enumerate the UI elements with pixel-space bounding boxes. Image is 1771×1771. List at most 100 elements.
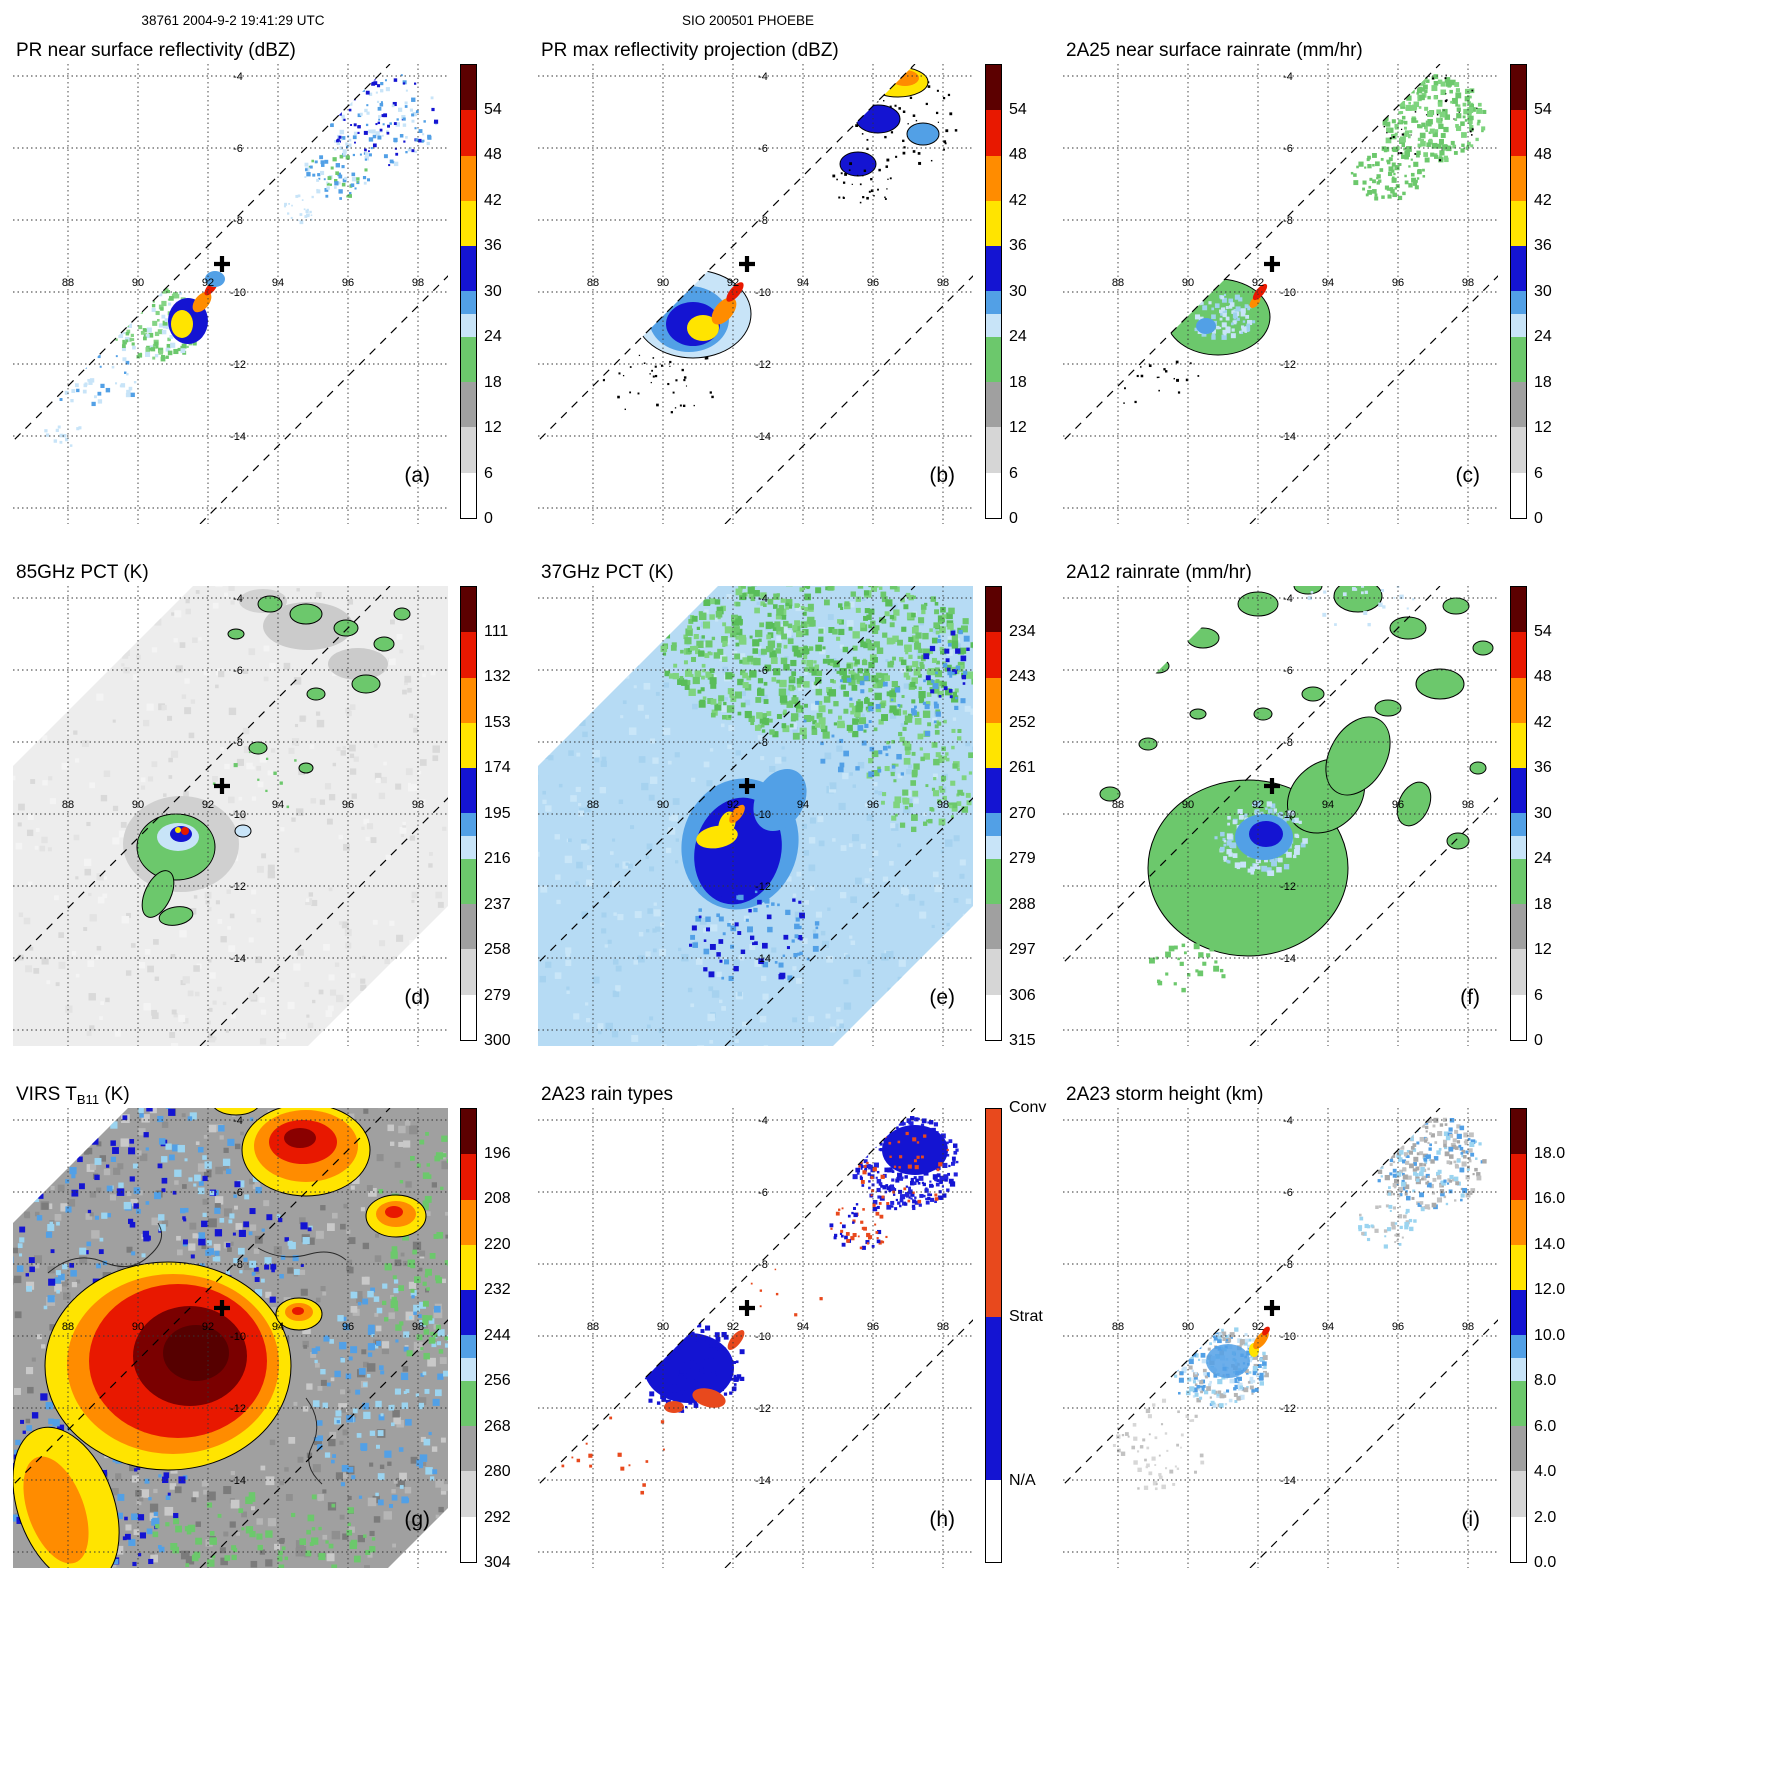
lon-label: 88 <box>62 799 74 811</box>
data-blob <box>1333 586 1383 613</box>
lat-label: -6 <box>233 143 243 155</box>
speckle-field <box>832 162 892 204</box>
colorbar-segment <box>986 200 1001 247</box>
colorbar-tick: 24 <box>1009 328 1027 345</box>
colorbar-segment <box>461 768 476 814</box>
speckle-field <box>575 282 640 354</box>
panel-a: 88 90 92 94 96 98 -4 -6 -8 -10 -12 -14 PR near surfa… <box>8 34 533 556</box>
colorbar-segment <box>461 1335 476 1359</box>
colorbar-segment <box>461 427 476 473</box>
storm-center-marker <box>739 1300 755 1316</box>
colorbar-segment <box>461 65 476 111</box>
swath-edge-line <box>13 1108 391 1486</box>
colorbar-segment <box>461 382 476 428</box>
lat-label: -8 <box>1283 215 1293 227</box>
lat-label: -8 <box>1283 737 1293 749</box>
lat-label: -4 <box>758 593 768 605</box>
lat-label: -14 <box>1280 1475 1296 1487</box>
lon-label: 98 <box>1462 799 1474 811</box>
data-blob <box>726 282 744 302</box>
lon-label: 94 <box>1322 1321 1334 1333</box>
colorbar-segment <box>986 904 1001 950</box>
panel-i-map: 88 90 92 94 96 98 -4 -6 -8 -10 -12 -14 2A23 storm he… <box>1063 1084 1498 1568</box>
lon-label: 92 <box>727 1321 739 1333</box>
colorbar-segment <box>461 1380 476 1427</box>
colorbar-segment <box>461 336 476 383</box>
colorbar-segment <box>461 291 476 315</box>
data-layer <box>13 1108 448 1568</box>
colorbar-segment <box>1511 587 1526 633</box>
swath-edge-line <box>1063 64 1441 442</box>
panel-b: 88 90 92 94 96 98 -4 -6 -8 -10 -12 -14 PR max reflec… <box>533 34 1058 556</box>
colorbar-segment <box>461 1199 476 1245</box>
data-blob <box>23 1456 89 1564</box>
colorbar-tick: 288 <box>1009 895 1036 913</box>
colorbar-segment <box>986 65 1001 111</box>
colorbar-tick: 0 <box>1534 510 1543 527</box>
data-blob <box>1146 658 1170 674</box>
speckle-field <box>330 70 439 167</box>
colorbar-tick: 24 <box>484 328 502 345</box>
colorbar-tick: 244 <box>484 1326 511 1344</box>
data-blob <box>181 827 189 835</box>
lon-label: 98 <box>937 799 949 811</box>
panel-title: VIRS TB11​ (K) <box>16 1084 130 1107</box>
lon-label: 88 <box>62 277 74 289</box>
data-layer <box>1099 586 1494 993</box>
colorbar-segment <box>461 155 476 201</box>
colorbar-tick: N/A <box>1009 1472 1036 1490</box>
lon-label: 94 <box>272 1321 284 1333</box>
colorbar-tick: 36 <box>484 237 502 254</box>
colorbar-segment <box>986 858 1001 905</box>
colorbar-segment <box>461 1426 476 1472</box>
lat-label: -12 <box>230 881 246 893</box>
lat-label: -6 <box>233 1187 243 1199</box>
colorbar-segment <box>461 1244 476 1291</box>
colorbar-segment <box>461 813 476 837</box>
colorbar-segment <box>986 472 1001 518</box>
lat-label: -10 <box>1280 287 1296 299</box>
swath-base <box>13 586 448 1046</box>
colorbar-tick: 6 <box>484 464 493 482</box>
colorbar-tick: 237 <box>484 895 511 913</box>
data-blob <box>1301 686 1325 702</box>
colorbar-segment <box>1511 291 1526 315</box>
colorbar-tick: 292 <box>484 1508 511 1526</box>
data-blob <box>175 827 181 833</box>
lon-label: 90 <box>657 799 669 811</box>
lon-label: 94 <box>272 277 284 289</box>
speckle-field <box>866 718 973 833</box>
colorbar-segment <box>1511 1290 1526 1336</box>
lat-label: -4 <box>1283 593 1293 605</box>
data-blob <box>1186 627 1220 649</box>
panel-i: 88 90 92 94 96 98 -4 -6 -8 -10 -12 -14 2A23 storm he… <box>1058 1078 1583 1600</box>
graticule <box>13 64 448 524</box>
data-blob <box>163 1325 229 1381</box>
colorbar-segment <box>461 904 476 950</box>
contour-line <box>257 1247 347 1261</box>
colorbar-segment <box>461 836 476 859</box>
panel-c-map: 88 90 92 94 96 98 -4 -6 -8 -10 -12 -14 2A25 near sur… <box>1063 40 1498 524</box>
speckle-field <box>152 1492 376 1568</box>
lat-label: -8 <box>758 1259 768 1271</box>
lat-label: -10 <box>1280 809 1296 821</box>
colorbar-tick: 153 <box>484 713 511 731</box>
colorbar-tick: 196 <box>484 1144 511 1162</box>
colorbar-segment <box>461 110 476 156</box>
colorbar-segment <box>986 110 1001 156</box>
swath-edge-line <box>724 797 973 1046</box>
colorbar-tick: 279 <box>1009 850 1036 867</box>
swath-edge-line <box>1249 797 1498 1046</box>
storm-center-marker <box>1264 1300 1280 1316</box>
data-blob <box>263 602 353 650</box>
lat-label: -4 <box>1283 71 1293 83</box>
colorbar-segment <box>1511 1471 1526 1517</box>
data-layer <box>560 1114 959 1495</box>
graticule <box>1063 1108 1498 1568</box>
colorbar-tick: Conv <box>1009 1099 1047 1116</box>
data-blob <box>373 636 395 652</box>
panel-g: 88 90 92 94 96 98 -4 -6 -8 -10 -12 -14 VIRS TB11​ (K… <box>8 1078 533 1600</box>
panel-f-map: 88 90 92 94 96 98 -4 -6 -8 -10 -12 -14 2A12 rainrate… <box>1063 562 1498 1046</box>
data-blob <box>227 628 245 640</box>
colorbar-tick: 14.0 <box>1534 1235 1566 1253</box>
